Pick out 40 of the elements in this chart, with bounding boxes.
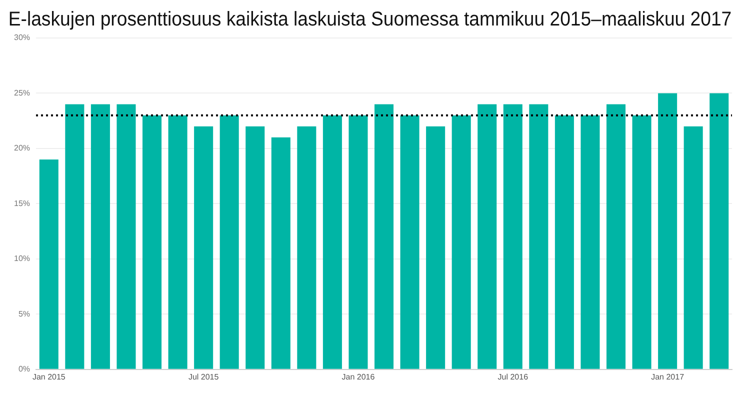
bar [554,115,574,369]
bar [400,115,420,369]
x-tick-label: Jan 2016 [342,372,376,382]
bar [168,115,188,369]
y-tick-label: 15% [14,198,30,208]
bar [529,104,548,369]
bar [580,115,600,369]
bar [322,115,342,369]
bar [374,104,394,369]
bar [452,115,471,369]
bar [90,104,110,369]
bar [632,115,652,369]
y-tick-label: 20% [14,144,30,153]
bar [503,104,522,369]
bar [142,115,162,369]
bar [65,104,84,369]
x-tick-label: Jul 2015 [188,372,220,382]
bar [684,126,703,369]
y-tick-label: 10% [14,254,30,264]
y-tick-label: 0% [18,364,30,374]
bar [39,160,58,369]
bar [220,115,239,369]
bar [246,126,265,369]
x-tick-label: Jan 2015 [32,372,66,382]
y-tick-label: 25% [14,88,30,98]
bar [426,126,446,369]
x-tick-label: Jan 2017 [651,372,685,382]
y-tick-label: 5% [18,309,30,318]
bar [194,126,214,369]
bar [606,104,626,369]
bar [658,93,678,369]
bar [348,115,368,369]
bar [297,126,316,369]
y-tick-label: 30% [14,33,30,42]
bar [478,104,497,369]
chart-title: E-laskujen prosenttiosuus kaikista laskuista Suomessa tammikuu 2015–maaliskuu 2017 [8,8,732,31]
bar [710,93,729,369]
x-tick-label: Jul 2016 [498,372,529,382]
bar [271,137,290,369]
bar [116,104,136,369]
